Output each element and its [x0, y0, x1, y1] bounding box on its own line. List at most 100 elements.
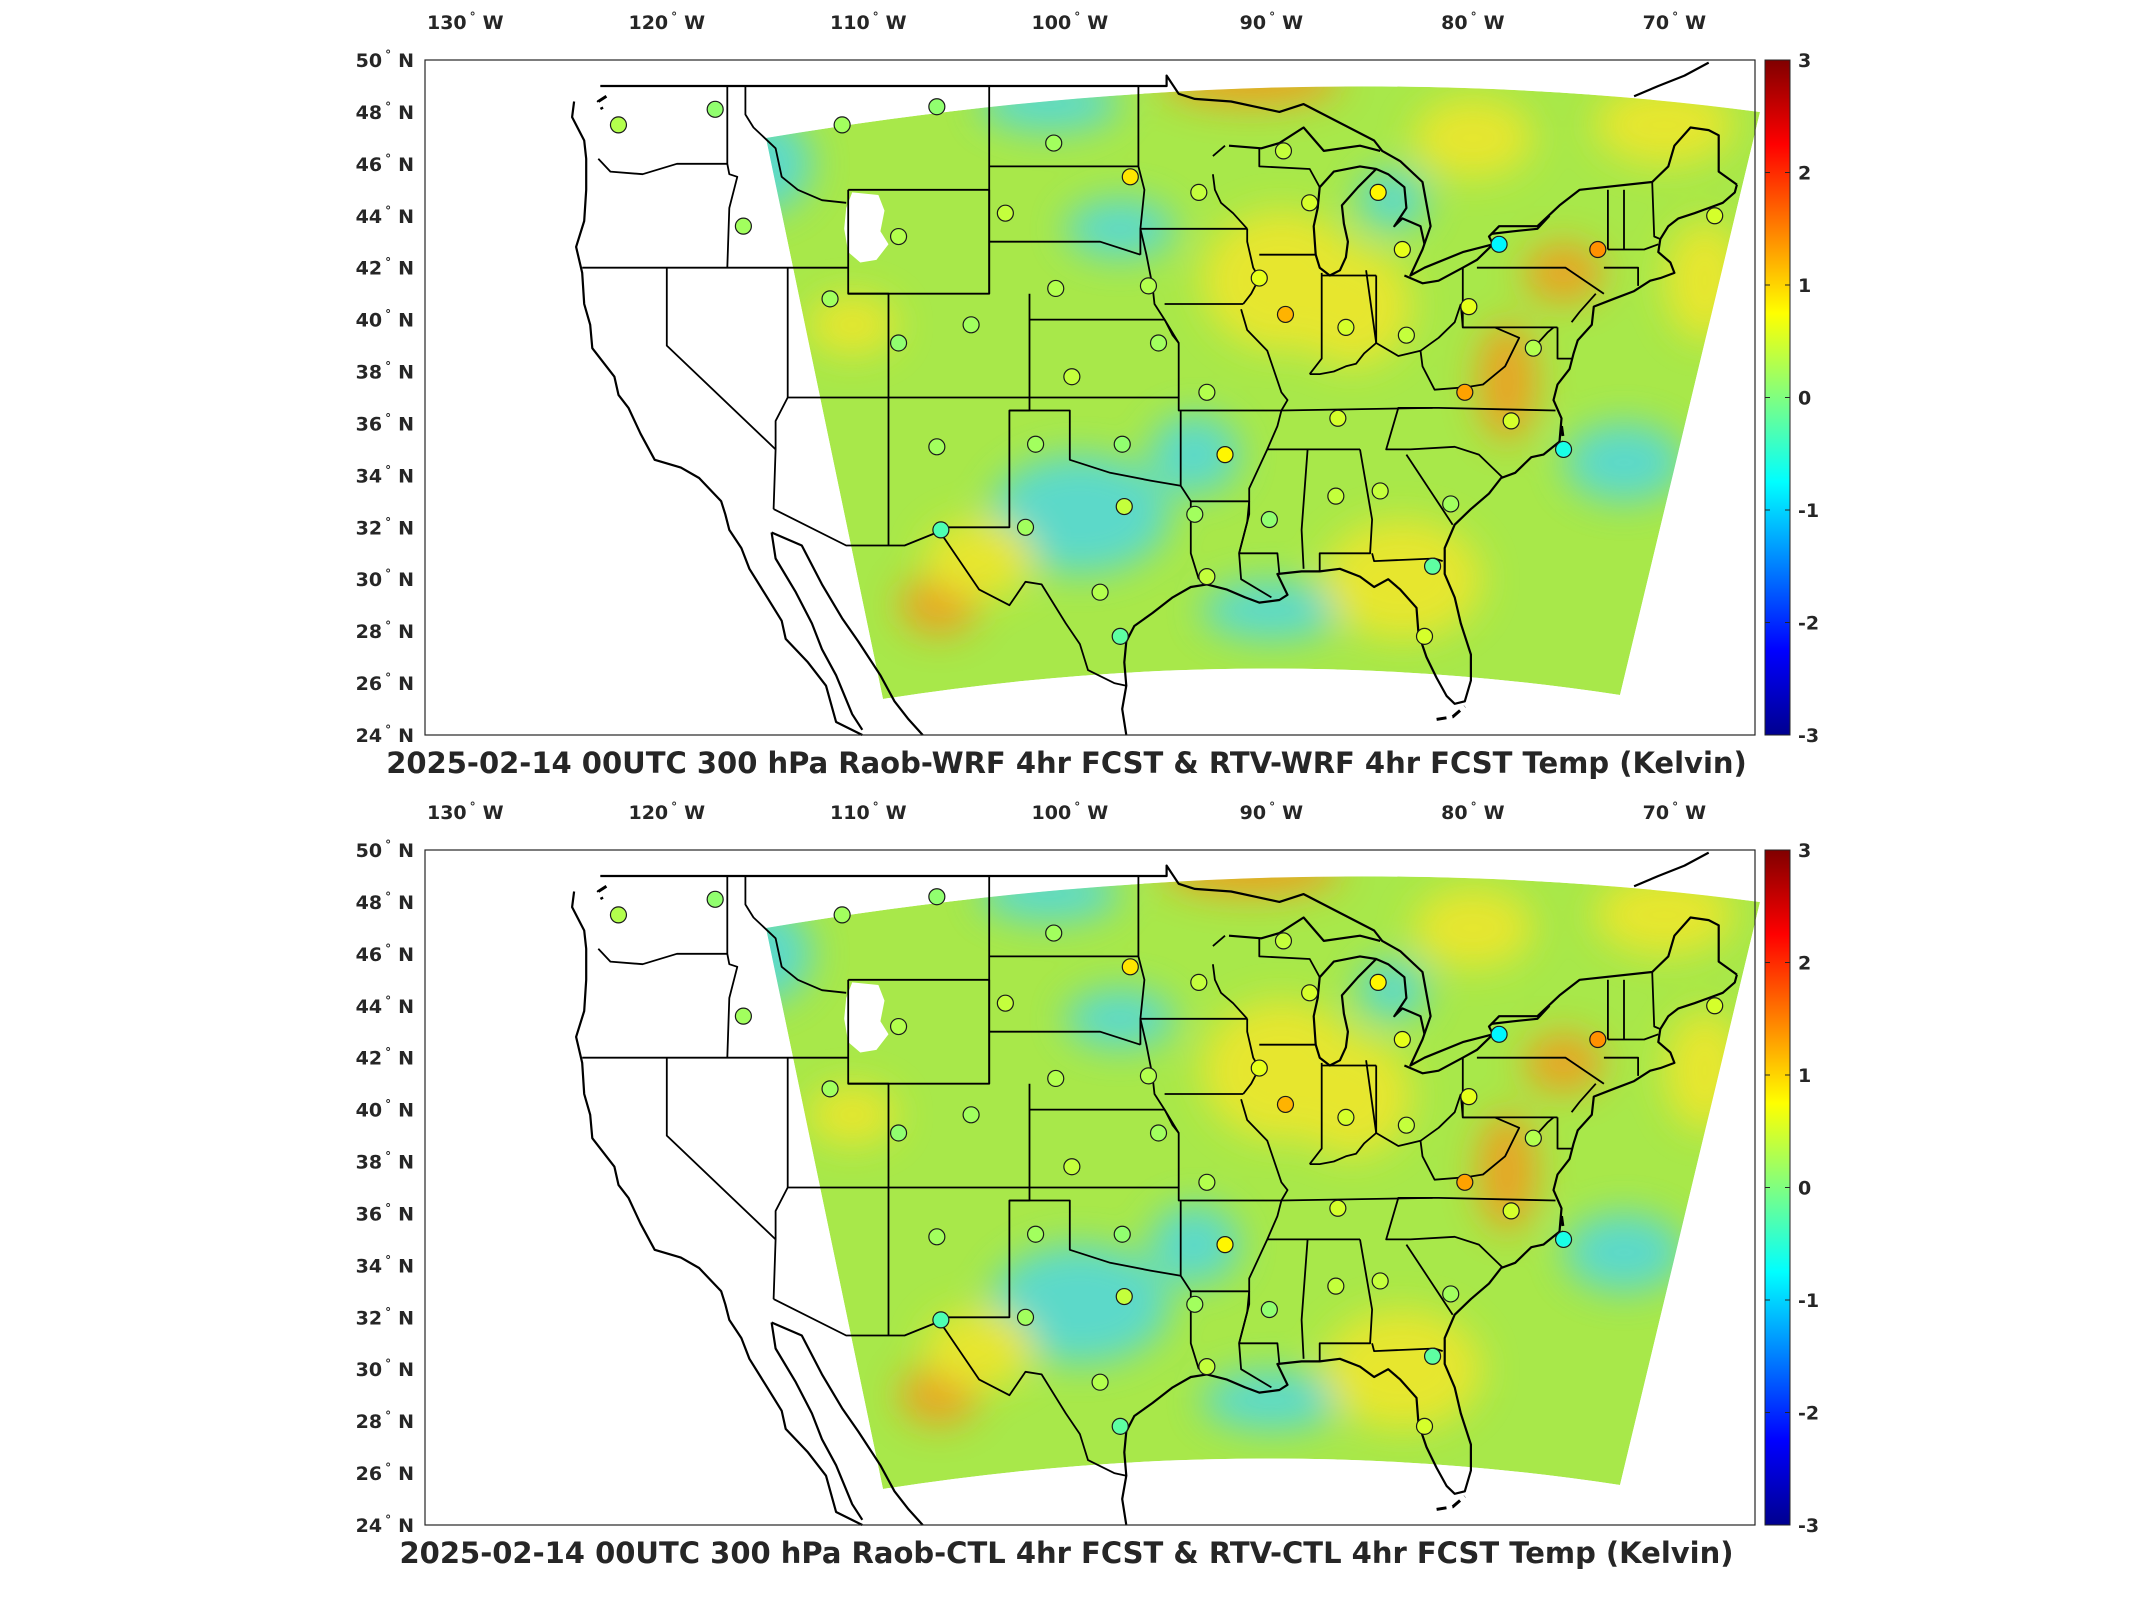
- raob-station-marker: [1091, 583, 1109, 601]
- raob-station-marker: [1589, 240, 1607, 259]
- raob-station-marker: [928, 1228, 946, 1246]
- lat-tick-label: 30 ° N: [356, 1357, 414, 1381]
- coastline: [600, 74, 1738, 277]
- state-border: [1405, 1244, 1454, 1316]
- coastline: [570, 891, 863, 1526]
- state-border: [772, 1057, 789, 1300]
- coastline: [1312, 955, 1378, 1067]
- raob-station-marker: [1047, 1069, 1065, 1088]
- state-border: [1651, 181, 1661, 240]
- raob-station-marker: [1026, 435, 1045, 453]
- colorbar-tick-label: -2: [1798, 613, 1819, 635]
- state-border: [1309, 1132, 1421, 1166]
- raob-station-marker: [932, 521, 950, 539]
- lat-tick-label: 38 ° N: [356, 360, 414, 384]
- raob-station-marker: [1186, 1295, 1204, 1313]
- lon-tick-label: 90 ° W: [1240, 10, 1303, 34]
- raob-station-marker: [1121, 168, 1139, 186]
- raob-station-marker: [889, 1124, 908, 1142]
- map-plot-top: 130 ° W 120 ° W 110 ° W 100 ° W 90 ° W 80 ° W 70 ° W 24 ° N 26 ° N…: [356, 10, 1819, 747]
- map-plot-bottom: 130 ° W 120 ° W 110 ° W 100 ° W 90 ° W 80 ° W 70 ° W 24 ° N 26 ° N…: [356, 800, 1819, 1537]
- coastline: [770, 532, 864, 731]
- coastline: [1228, 126, 1381, 152]
- state-border: [773, 508, 938, 547]
- coastline: [771, 531, 924, 736]
- lat-tick-label: 46 ° N: [356, 152, 414, 176]
- raob-station-marker: [1276, 305, 1295, 324]
- coastline: [770, 1322, 864, 1521]
- raob-station-marker: [962, 316, 980, 334]
- axes-frame: [424, 849, 1756, 1526]
- raob-station-marker: [1502, 1202, 1520, 1220]
- raob-station-marker: [996, 204, 1014, 222]
- colorbar-tick-label: 1: [1798, 1065, 1811, 1087]
- state-border: [1300, 449, 1309, 569]
- state-border: [1556, 327, 1572, 360]
- raob-station-marker: [928, 98, 946, 116]
- lat-tick-label: 36 ° N: [356, 1201, 414, 1225]
- raob-station-marker: [1524, 339, 1542, 357]
- lat-tick-label: 26 ° N: [356, 1461, 414, 1485]
- state-border: [1281, 1196, 1556, 1202]
- coastline: [600, 864, 1738, 1067]
- state-border: [848, 292, 890, 546]
- raob-station-marker: [1415, 1417, 1434, 1435]
- state-border: [597, 948, 728, 966]
- state-border: [1281, 406, 1556, 412]
- raob-station-marker: [1337, 318, 1355, 337]
- lat-tick-labels: 24 ° N 26 ° N 28 ° N 30 ° N 32 ° N 34 ° N 36 ° N 38 ° N 40 ° N 42 ° N…: [356, 838, 414, 1537]
- lat-tick-label: 44 ° N: [356, 204, 414, 228]
- lat-tick-label: 40 ° N: [356, 308, 414, 332]
- raob-station-marker: [1490, 1025, 1508, 1043]
- map-boundaries: [570, 61, 1738, 736]
- panel-top: 130 ° W 120 ° W 110 ° W 100 ° W 90 ° W 80 ° W 70 ° W 24 ° N 26 ° N…: [356, 10, 1819, 780]
- state-border: [1029, 1186, 1282, 1202]
- state-border: [1300, 1239, 1309, 1359]
- colorbar-tick-label: 0: [1798, 1178, 1811, 1200]
- state-border: [1029, 396, 1282, 412]
- raob-station-marker: [1139, 1067, 1158, 1085]
- state-border: [1476, 1056, 1605, 1085]
- raob-station-marker: [1369, 973, 1387, 992]
- state-border: [1009, 1199, 1200, 1370]
- raob-station-marker: [706, 100, 724, 118]
- state-border: [1385, 406, 1504, 479]
- raob-station-marker: [928, 438, 946, 456]
- lat-tick-label: 24 ° N: [356, 1513, 414, 1537]
- lat-tick-label: 24 ° N: [356, 723, 414, 747]
- raob-station-marker: [1554, 1230, 1573, 1249]
- state-border: [665, 267, 777, 451]
- lat-tick-label: 46 ° N: [356, 942, 414, 966]
- state-border: [665, 1057, 777, 1241]
- raob-station-marker: [1329, 1199, 1347, 1217]
- panel-title-top: 2025-02-14 00UTC 300 hPa Raob-WRF 4hr FC…: [386, 746, 1747, 780]
- raob-station-marker: [1397, 1116, 1415, 1134]
- lat-tick-label: 34 ° N: [356, 463, 414, 487]
- state-border: [1258, 148, 1321, 188]
- coastline: [1121, 974, 1738, 1526]
- state-border: [1570, 1083, 1597, 1113]
- raob-station-marker: [1198, 1173, 1216, 1191]
- raob-station-marker: [1460, 1088, 1478, 1106]
- raob-station-marker: [1190, 183, 1208, 202]
- coastline: [1375, 957, 1426, 1035]
- lat-tick-label: 50 ° N: [356, 48, 414, 72]
- state-border: [1212, 174, 1248, 230]
- state-border: [597, 158, 728, 176]
- state-border: [1556, 1117, 1572, 1150]
- raob-station-marker: [889, 334, 908, 352]
- state-border: [1570, 293, 1597, 323]
- raob-station-marker: [1397, 326, 1415, 344]
- state-border: [1318, 449, 1373, 572]
- colorbar-tick-label: -3: [1798, 725, 1819, 747]
- lon-tick-label: 130 ° W: [427, 800, 504, 824]
- state-border: [1239, 552, 1281, 575]
- raob-station-marker: [928, 888, 946, 906]
- state-border: [1603, 266, 1639, 286]
- lat-tick-label: 40 ° N: [356, 1098, 414, 1122]
- lon-tick-labels: 130 ° W 120 ° W 110 ° W 100 ° W 90 ° W 80 ° W 70 ° W: [427, 800, 1706, 824]
- lon-tick-label: 80 ° W: [1441, 800, 1504, 824]
- raob-station-marker: [1589, 1030, 1607, 1049]
- lat-tick-label: 34 ° N: [356, 1253, 414, 1277]
- raob-station-marker: [609, 906, 628, 924]
